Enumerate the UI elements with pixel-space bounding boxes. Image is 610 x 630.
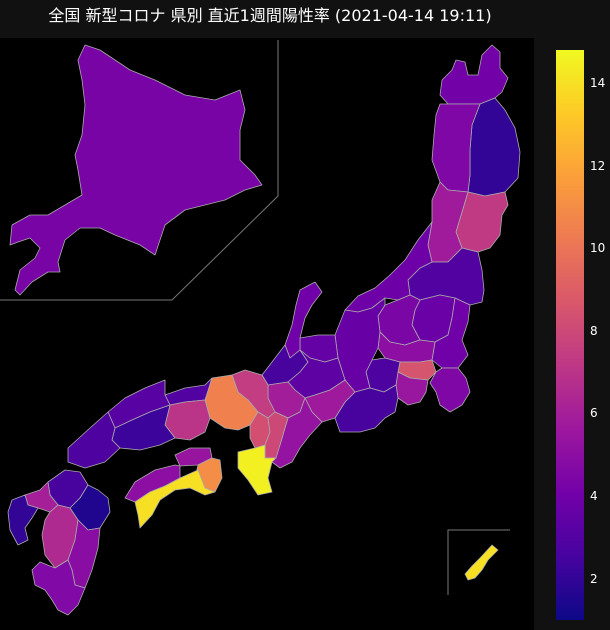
colorbar-tick-8: 8	[590, 323, 598, 338]
region-chiba[interactable]	[429, 367, 471, 413]
region-nara[interactable]	[264, 411, 289, 459]
colorbar-tick-12: 12	[590, 158, 606, 173]
colorbar-gradient	[556, 50, 584, 620]
region-wakayama[interactable]	[237, 444, 277, 496]
colorbar-tick-4: 4	[590, 489, 598, 504]
region-okinawa[interactable]	[464, 544, 499, 581]
colorbar-tick-14: 14	[590, 76, 606, 91]
colorbar-tick-10: 10	[590, 241, 606, 256]
region-nagasaki[interactable]	[7, 494, 39, 546]
region-yamaguchi[interactable]	[67, 411, 121, 469]
region-kochi[interactable]	[134, 469, 216, 529]
region-ishikawa[interactable]	[284, 281, 323, 359]
map-title: 全国 新型コロナ 県別 直近1週間陽性率 (2021-04-14 19:11)	[48, 6, 492, 25]
okinawa-inset-frame	[447, 529, 510, 595]
colorbar-panel: 2 4 6 8 10 12 14	[534, 38, 610, 630]
colorbar-tick-6: 6	[590, 406, 598, 421]
hokkaido-inset-frame	[0, 40, 279, 301]
region-aomori[interactable]	[439, 44, 509, 105]
choropleth-map	[0, 40, 521, 616]
colorbar-tick-2: 2	[590, 571, 598, 586]
region-kagoshima[interactable]	[31, 559, 86, 616]
title-bar: 全国 新型コロナ 県別 直近1週間陽性率 (2021-04-14 19:11)	[0, 0, 610, 38]
region-hokkaido[interactable]	[9, 44, 263, 296]
